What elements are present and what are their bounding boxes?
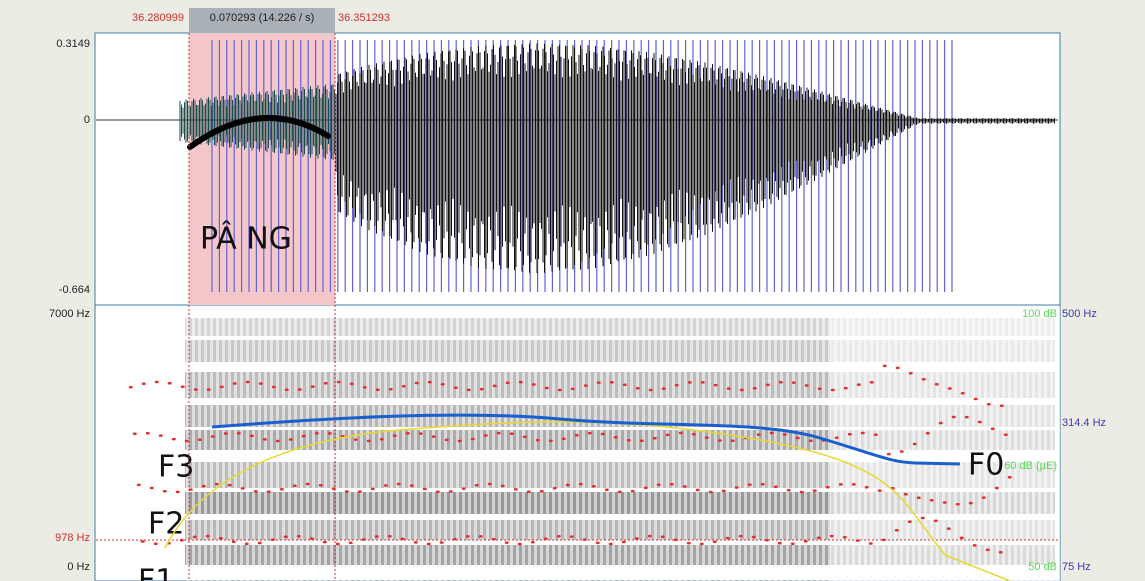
- waveform-zero: 0: [84, 114, 90, 126]
- pitch-bottom: 75 Hz: [1062, 561, 1091, 573]
- formant-label: F2: [148, 507, 184, 542]
- pitch-label: F0: [968, 448, 1004, 483]
- selection-end: 36.351293: [338, 12, 390, 24]
- syllable-label: PÂ NG: [200, 221, 292, 257]
- selection-start: 36.280999: [132, 12, 184, 24]
- spectrogram-bottom: 0 Hz: [67, 561, 90, 573]
- waveform-max: 0.3149: [56, 38, 90, 50]
- spectrogram-cursor: 978 Hz: [55, 532, 90, 544]
- selection-highlight: [189, 33, 335, 305]
- waveform-min: -0.664: [59, 284, 90, 296]
- pitch-value: 314.4 Hz: [1062, 417, 1106, 429]
- spectrogram-top: 7000 Hz: [49, 308, 90, 320]
- pitch-top: 500 Hz: [1062, 308, 1097, 320]
- intensity-unit: 60 dB (µE): [1004, 460, 1057, 472]
- formant-label: F1: [138, 564, 174, 581]
- intensity-bottom: 50 dB: [1028, 561, 1057, 573]
- intensity-top: 100 dB: [1022, 308, 1057, 320]
- praat-editor: 36.280999 0.070293 (14.226 / s) 36.35129…: [0, 0, 1145, 581]
- selection-duration[interactable]: 0.070293 (14.226 / s): [210, 12, 315, 24]
